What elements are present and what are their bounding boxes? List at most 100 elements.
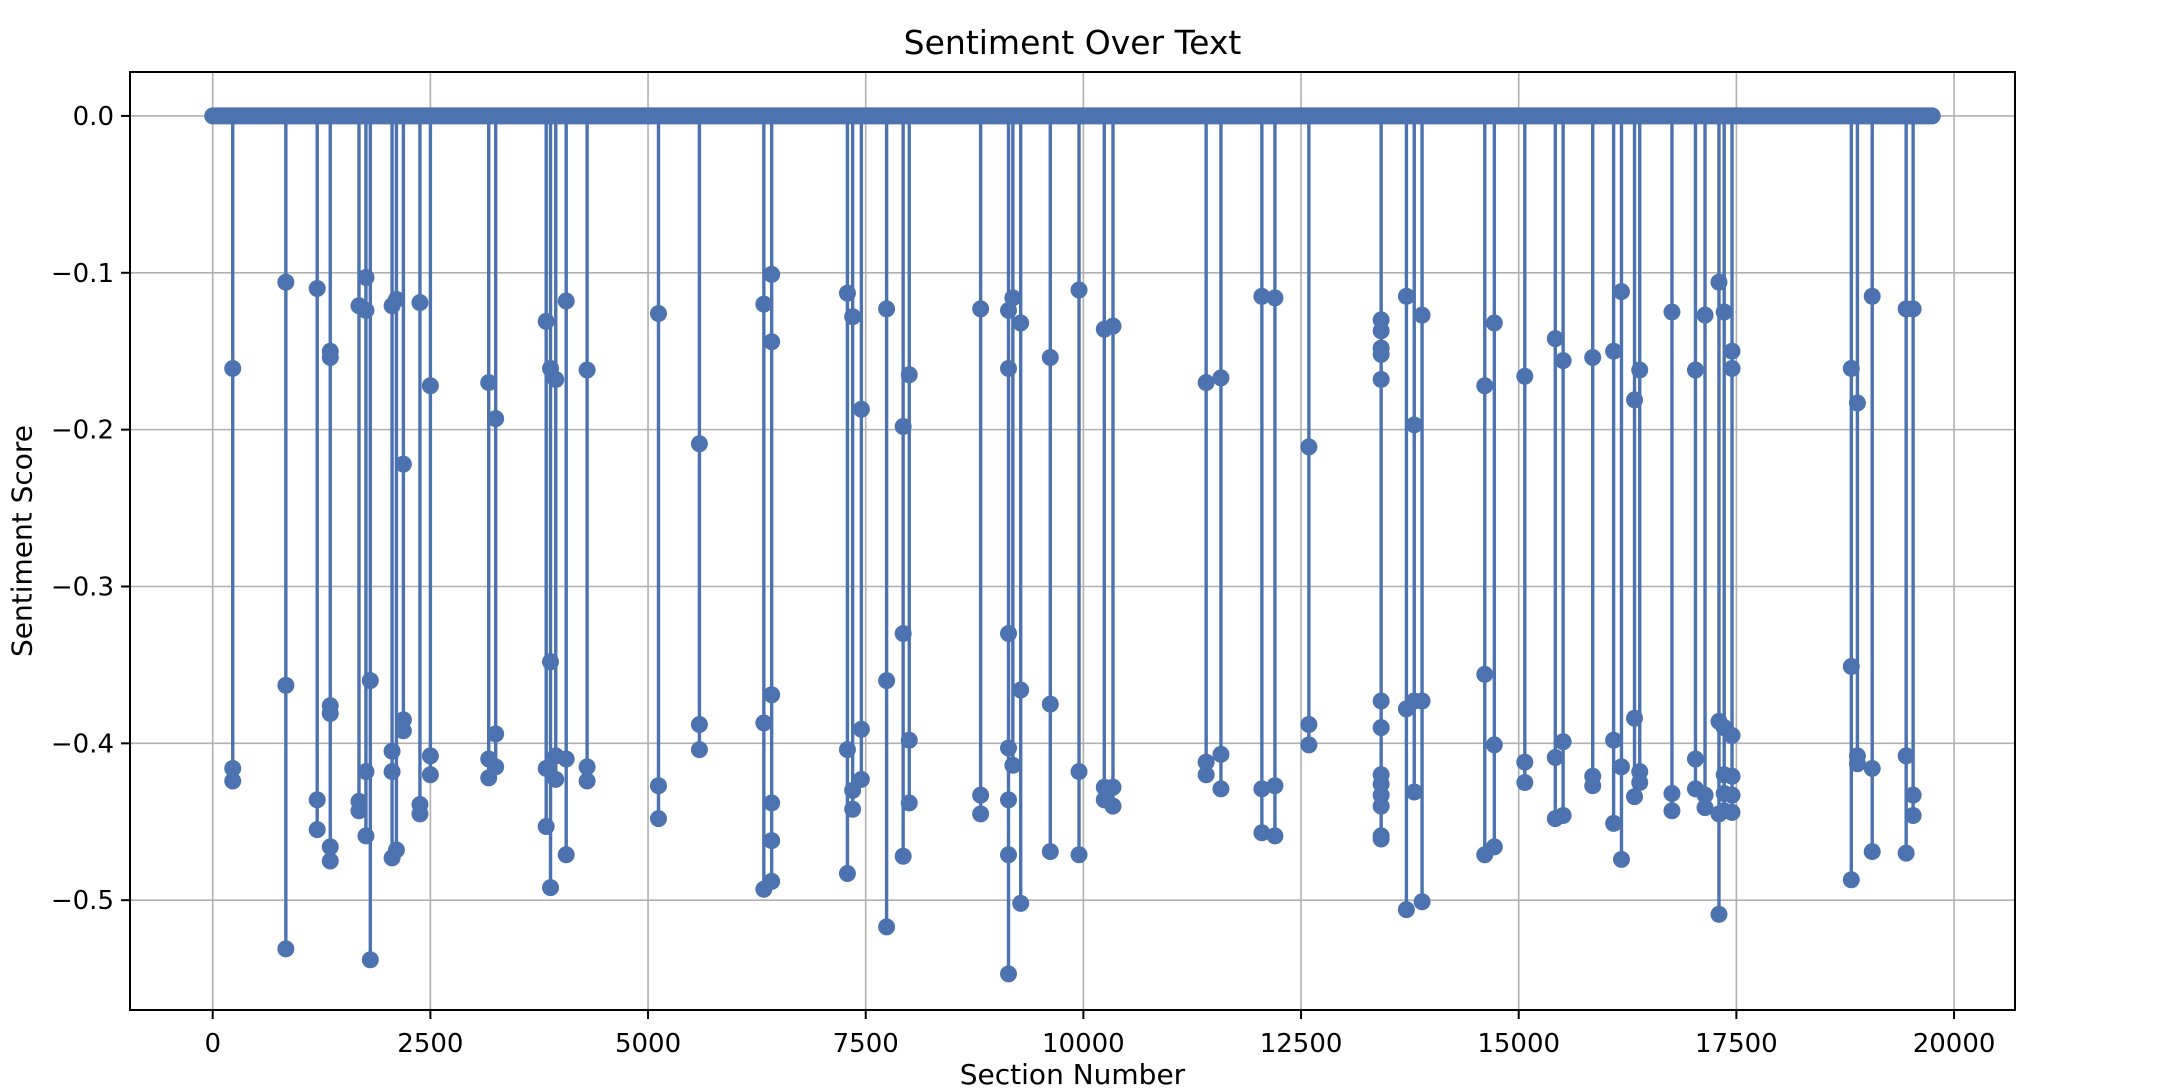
data-point: [763, 333, 781, 351]
data-point: [1546, 330, 1564, 348]
data-point: [1372, 370, 1390, 388]
data-point: [1212, 745, 1230, 763]
data-point: [1715, 303, 1733, 321]
data-point: [1012, 681, 1030, 699]
data-point: [1605, 731, 1623, 749]
data-point: [1546, 748, 1564, 766]
data-point: [1696, 306, 1714, 324]
data-point: [1266, 289, 1284, 307]
data-point: [1842, 871, 1860, 889]
data-point: [361, 672, 379, 690]
data-point: [1397, 287, 1415, 305]
data-point: [1300, 438, 1318, 456]
data-point: [1253, 780, 1271, 798]
data-point: [1605, 342, 1623, 360]
data-point: [1842, 359, 1860, 377]
data-point: [649, 305, 667, 323]
data-point: [1848, 755, 1866, 773]
data-point: [1631, 361, 1649, 379]
data-point: [844, 308, 862, 326]
data-point: [1012, 314, 1030, 332]
data-point: [1041, 695, 1059, 713]
y-axis-label: Sentiment Score: [6, 425, 39, 657]
data-point: [1476, 665, 1494, 683]
data-point: [894, 625, 912, 643]
data-point: [1253, 287, 1271, 305]
x-tick-label: 17500: [1695, 1029, 1778, 1059]
data-point: [578, 758, 596, 776]
data-point: [1405, 416, 1423, 434]
data-point: [1723, 786, 1741, 804]
data-point: [1372, 322, 1390, 340]
data-point: [487, 758, 505, 776]
data-point: [421, 747, 439, 765]
data-point: [557, 846, 575, 864]
data-point: [1372, 830, 1390, 848]
data-point: [1605, 814, 1623, 832]
data-point: [224, 772, 242, 790]
x-tick-label: 5000: [615, 1029, 681, 1059]
data-point: [224, 359, 242, 377]
data-point: [487, 410, 505, 428]
data-point: [690, 435, 708, 453]
chart-title: Sentiment Over Text: [904, 23, 1242, 62]
data-point: [852, 400, 870, 418]
data-point: [1554, 806, 1572, 824]
data-point: [755, 714, 773, 732]
data-point: [1070, 281, 1088, 299]
data-point: [350, 802, 368, 820]
data-point: [1300, 736, 1318, 754]
data-point: [1612, 283, 1630, 301]
data-point: [1253, 824, 1271, 842]
axis-ticks: 0 2500 5000 7500 10000 12500 15000 17500 20000 0.…: [51, 102, 1996, 1059]
data-point: [763, 265, 781, 283]
data-point: [1686, 361, 1704, 379]
data-point: [763, 872, 781, 890]
data-point: [1612, 758, 1630, 776]
x-tick-label: 2500: [397, 1029, 463, 1059]
data-point: [1197, 374, 1215, 392]
data-point: [1904, 806, 1922, 824]
data-point: [1696, 799, 1714, 817]
data-point: [411, 805, 429, 823]
data-point: [411, 294, 429, 312]
data-point: [878, 300, 896, 318]
x-tick-label: 7500: [833, 1029, 899, 1059]
data-point: [578, 772, 596, 790]
data-point: [894, 847, 912, 865]
data-point: [690, 741, 708, 759]
data-point: [1710, 905, 1728, 923]
data-point: [394, 722, 412, 740]
data-point: [1516, 753, 1534, 771]
data-point: [900, 794, 918, 812]
data-point: [1516, 367, 1534, 385]
data-point: [557, 750, 575, 768]
data-point: [1070, 846, 1088, 864]
x-tick-label: 20000: [1913, 1029, 1996, 1059]
data-point: [1300, 716, 1318, 734]
data-point: [852, 720, 870, 738]
data-point: [361, 951, 379, 969]
data-point: [1004, 756, 1022, 774]
data-point: [1897, 844, 1915, 862]
data-point: [1863, 759, 1881, 777]
data-point: [1554, 352, 1572, 370]
x-tick-label: 0: [204, 1029, 221, 1059]
data-point: [1000, 965, 1018, 983]
y-tick-label: −0.5: [51, 886, 114, 916]
x-tick-label: 15000: [1477, 1029, 1560, 1059]
data-point: [900, 366, 918, 384]
data-point: [1212, 780, 1230, 798]
data-point: [277, 273, 295, 291]
data-point: [1372, 345, 1390, 363]
data-point: [1104, 317, 1122, 335]
data-point: [1626, 788, 1644, 806]
data-point: [1070, 763, 1088, 781]
data-point: [321, 348, 339, 366]
data-point: [1554, 733, 1572, 751]
x-axis-label: Section Number: [960, 1058, 1186, 1091]
data-point: [1723, 359, 1741, 377]
data-point: [321, 838, 339, 856]
data-point: [547, 370, 565, 388]
